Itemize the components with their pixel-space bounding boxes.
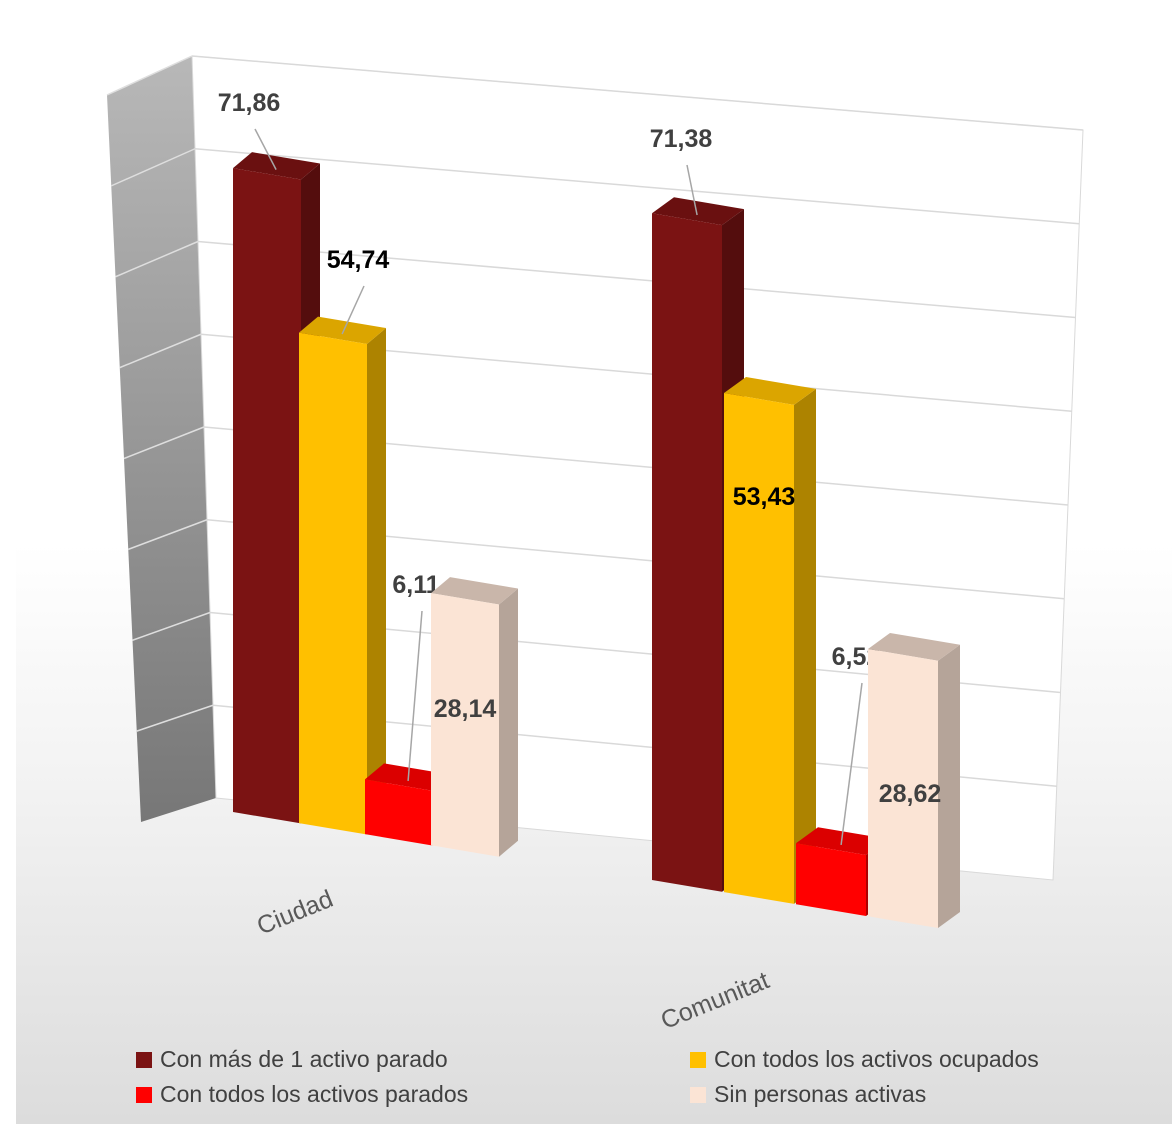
data-label-leader <box>407 610 423 781</box>
x-tick-label: Ciudad <box>253 885 337 941</box>
data-label: 28,62 <box>879 780 942 808</box>
legend-swatch-series-4 <box>690 1086 706 1103</box>
bar-comunitat-series-3 <box>796 843 866 916</box>
legend-item-series-2: Con todos los activos ocupados <box>690 1046 1039 1073</box>
legend-label-series-1: Con más de 1 activo parado <box>160 1046 448 1072</box>
bar-top-0-1 <box>299 316 386 345</box>
bar-comunitat-series-4 <box>868 648 938 929</box>
bar-ciudad-series-3 <box>365 779 433 846</box>
bar-side-1-3 <box>938 644 960 929</box>
gridline-back <box>194 148 1080 225</box>
bar-top-0-3 <box>431 577 518 605</box>
bar-ciudad-series-2 <box>299 332 367 835</box>
gridline-side <box>127 519 208 551</box>
legend-item-series-4: Sin personas activas <box>690 1081 926 1108</box>
data-label: 71,86 <box>218 89 281 117</box>
gridline-back <box>197 240 1076 319</box>
data-label-leader <box>341 285 365 335</box>
bar-top-1-1 <box>724 377 816 405</box>
bar-top-1-0 <box>652 197 744 226</box>
gridline-side <box>136 704 214 732</box>
data-label: 53,43 <box>733 483 796 511</box>
legend-item-series-1: Con más de 1 activo parado <box>136 1046 448 1073</box>
legend-item-series-3: Con todos los activos parados <box>136 1081 468 1108</box>
bar-side-1-1 <box>794 388 816 904</box>
legend-label-series-2: Con todos los activos ocupados <box>714 1046 1039 1072</box>
bar-top-1-3 <box>868 632 960 661</box>
gridline-side <box>110 148 196 187</box>
gridline-side <box>106 55 193 96</box>
bar-ciudad-series-4 <box>431 593 499 857</box>
bar-side-0-1 <box>367 328 386 835</box>
bar-comunitat-series-1 <box>652 213 722 892</box>
legend-swatch-series-2 <box>690 1051 706 1068</box>
legend-swatch-series-1 <box>136 1051 152 1068</box>
legend-label-series-3: Con todos los activos parados <box>160 1081 469 1107</box>
gridline-side <box>119 333 202 369</box>
data-label-leader <box>254 128 277 170</box>
legend-label-series-4: Sin personas activas <box>714 1081 927 1107</box>
gridline-side <box>132 611 211 641</box>
data-label: 54,74 <box>327 246 390 274</box>
data-label-leader <box>686 164 698 216</box>
data-label: 28,14 <box>434 695 497 723</box>
bar-top-0-0 <box>233 152 320 180</box>
bar-ciudad-series-1 <box>233 168 301 824</box>
side-wall <box>107 56 216 822</box>
data-label: 71,38 <box>650 125 713 153</box>
bar-comunitat-series-2 <box>724 393 794 904</box>
gridline-side <box>123 426 205 460</box>
legend-swatch-series-3 <box>136 1086 152 1103</box>
gridline-side <box>115 240 199 278</box>
gridline-back <box>191 55 1084 131</box>
bar-side-0-3 <box>499 588 518 857</box>
data-label-leader <box>840 682 863 846</box>
x-tick-label: Comunitat <box>657 966 773 1035</box>
